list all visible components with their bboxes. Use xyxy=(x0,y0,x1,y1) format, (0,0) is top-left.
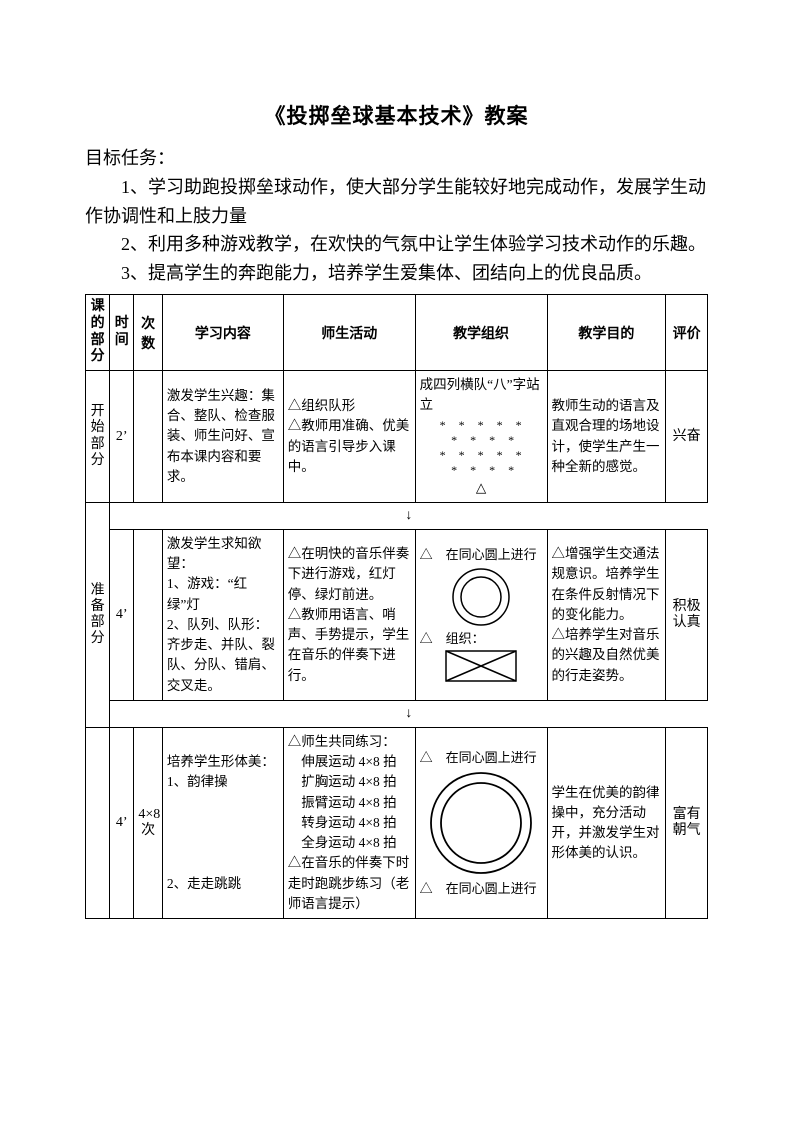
start-org-triangle: △ xyxy=(420,478,543,498)
prep2-purpose: 学生在优美的韵律操中，充分活动开，并激发学生对形体美的认识。 xyxy=(547,727,666,918)
th-time-text: 时间 xyxy=(114,316,129,350)
prep2-org: △ 在同心圆上进行 △ 在同心圆上进行 xyxy=(415,727,547,918)
arrow-2: ↓ xyxy=(110,700,708,727)
start-content: 激发学生兴趣：集合、整队、检查服装、师生问好、宣布本课内容和要求。 xyxy=(162,371,283,503)
prep1-purpose: △增强学生交通法规意识。培养学生在条件反射情况下的变化能力。 △培养学生对音乐的… xyxy=(547,529,666,700)
prep2-count: 4×8次 xyxy=(134,727,163,918)
prep2-eval: 富有朝气 xyxy=(666,727,708,918)
prep2-content: 培养学生形体美： 1、韵律操 2、走走跳跳 xyxy=(162,727,283,918)
formation-diagram: * * * * * * * * * * * * * * * * * * xyxy=(420,418,543,478)
th-activity: 师生活动 xyxy=(283,294,415,370)
prep-part-cont xyxy=(86,727,110,918)
row-prep-arrow2: ↓ xyxy=(86,700,708,727)
concentric-circles-large-icon xyxy=(425,767,537,879)
start-count xyxy=(134,371,163,503)
page: 《投掷垒球基本技术》教案 目标任务： 1、学习助跑投掷垒球动作，使大部分学生能较… xyxy=(0,0,793,1122)
row-prep-arrow1: 准备部分 ↓ xyxy=(86,502,708,529)
th-org: 教学组织 xyxy=(415,294,547,370)
th-eval: 评价 xyxy=(666,294,708,370)
prep2-time: 4’ xyxy=(110,727,134,918)
th-eval-text: 评价 xyxy=(670,323,703,343)
th-purpose: 教学目的 xyxy=(547,294,666,370)
th-time: 时间 xyxy=(110,294,134,370)
prep1-activity: △在明快的音乐伴奏下进行游戏，红灯停、绿灯前进。 △教师用语言、哨声、手势提示，… xyxy=(283,529,415,700)
th-content: 学习内容 xyxy=(162,294,283,370)
table-header-row: 课的部分 时间 次数 学习内容 师生活动 教学组织 教学目的 评价 xyxy=(86,294,708,370)
start-part: 开始部分 xyxy=(86,371,110,503)
start-org-text: 成四列横队“八”字站立 xyxy=(420,375,543,416)
objective-2: 2、利用多种游戏教学，在欢快的气氛中让学生体验学习技术动作的乐趣。 xyxy=(85,230,708,259)
prep2-org-bottom: △ 在同心圆上进行 xyxy=(420,879,543,899)
objectives-header: 目标任务： xyxy=(85,144,708,173)
prep2-activity: △师生共同练习： 伸展运动 4×8 拍 扩胸运动 4×8 拍 振臂运动 4×8 … xyxy=(283,727,415,918)
prep-part: 准备部分 xyxy=(86,502,110,727)
th-count-text: 次数 xyxy=(138,313,158,353)
prep1-eval: 积极认真 xyxy=(666,529,708,700)
prep1-org-top: △ 在同心圆上进行 xyxy=(420,545,543,565)
start-activity: △组织队形 △教师用准确、优美的语言引导步入课中。 xyxy=(283,371,415,503)
lesson-table: 课的部分 时间 次数 学习内容 师生活动 教学组织 教学目的 评价 开始部分 2… xyxy=(85,294,708,919)
objectives: 目标任务： 1、学习助跑投掷垒球动作，使大部分学生能较好地完成动作，发展学生动作… xyxy=(85,144,708,288)
prep1-org: △ 在同心圆上进行 △ 组织： xyxy=(415,529,547,700)
th-part: 课的部分 xyxy=(86,294,110,370)
prep1-org-bottom: △ 组织： xyxy=(420,629,543,649)
start-time: 2’ xyxy=(110,371,134,503)
prep2-org-top: △ 在同心圆上进行 xyxy=(420,748,543,768)
crossed-rect-icon xyxy=(442,648,520,684)
start-eval: 兴奋 xyxy=(666,371,708,503)
prep1-count xyxy=(134,529,163,700)
objective-1-text: 1、学习助跑投掷垒球动作，使大部分学生能较好地完成动作，发展学生动作协调性和上肢… xyxy=(85,177,706,226)
row-start: 开始部分 2’ 激发学生兴趣：集合、整队、检查服装、师生问好、宣布本课内容和要求… xyxy=(86,371,708,503)
row-prep-1: 4’ 激发学生求知欲望： 1、游戏：“红绿”灯 2、队列、队形：齐步走、并队、裂… xyxy=(86,529,708,700)
row-prep-2: 4’ 4×8次 培养学生形体美： 1、韵律操 2、走走跳跳 △师生共同练习： 伸… xyxy=(86,727,708,918)
arrow-1: ↓ xyxy=(110,502,708,529)
start-org: 成四列横队“八”字站立 * * * * * * * * * * * * * * … xyxy=(415,371,547,503)
objective-3: 3、提高学生的奔跑能力，培养学生爱集体、团结向上的优良品质。 xyxy=(85,259,708,288)
start-purpose: 教师生动的语言及直观合理的场地设计，使学生产生一种全新的感觉。 xyxy=(547,371,666,503)
th-part-text: 课的部分 xyxy=(90,299,105,366)
concentric-circles-small-icon xyxy=(446,565,516,629)
prep1-content: 激发学生求知欲望： 1、游戏：“红绿”灯 2、队列、队形：齐步走、并队、裂队、分… xyxy=(162,529,283,700)
objective-1-line1: 1、学习助跑投掷垒球动作，使大部分学生能较好地完成动作，发展学生动作协调性和上肢… xyxy=(85,173,708,231)
th-count: 次数 xyxy=(134,294,163,370)
prep1-time: 4’ xyxy=(110,529,134,700)
doc-title: 《投掷垒球基本技术》教案 xyxy=(85,100,708,130)
